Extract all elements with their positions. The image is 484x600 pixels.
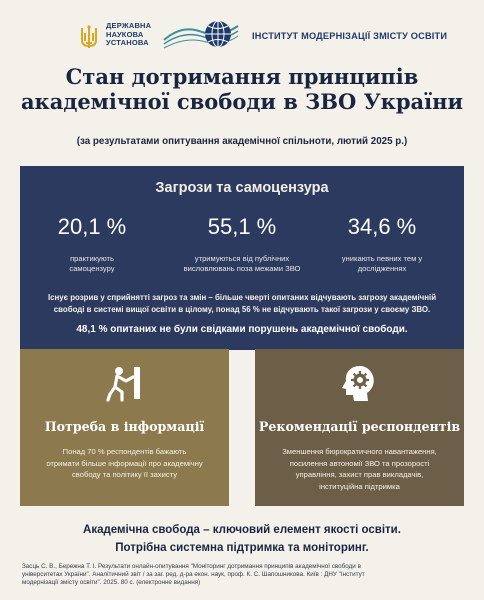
stat-caption: практикують самоцензуру [22,254,162,274]
threats-panel: Загрози та самоцензура 20,1 % практикуют… [20,166,464,350]
header: ДЕРЖАВНА НАУКОВА УСТАНОВА ІНСТИТУТ МОДЕР… [0,0,484,62]
citation-line: модернізації змісту освіти". 2025. 80 с.… [22,579,201,586]
threats-title: Загрози та самоцензура [155,180,329,196]
stat-value: 55,1 % [207,214,277,239]
card-title: Рекомендації респондентів [258,419,461,434]
caption-line: дослідженнях [357,264,407,273]
imzo-globe-logo-icon [163,20,239,49]
source-citation: Засць С. В., Бережна Т. І. Результати он… [22,563,462,587]
citation-line: Засць С. В., Бережна Т. І. Результати он… [22,563,361,570]
trident-icon [81,25,97,48]
institute-name: ІНСТИТУТ МОДЕРНІЗАЦІЇ ЗМІСТУ ОСВІТИ [252,31,448,41]
threats-note-witness: 48,1 % опитаних не були свідками порушен… [76,324,408,335]
card-text-line: Зменшення бюрократичного навантаження, [282,447,437,456]
title-line: Стан дотримання принципів [65,64,419,89]
caption-line: уникають певних тем у [341,254,423,263]
stat-self-censorship: 20,1 % практикують самоцензуру [22,214,162,274]
stat-public-silence: 55,1 % утримуються від публічних висловл… [172,214,312,274]
conclusion-line: Потрібна системна підтримка та моніторин… [115,542,369,554]
caption-line: самоцензуру [69,264,115,273]
conclusion: Академічна свобода – ключовий елемент як… [0,521,484,557]
card-title: Потреба в інформації [44,419,205,434]
card-text-line: Понад 70 % респондентів бажають [62,447,187,456]
ds-line: НАУКОВА [106,29,144,39]
threats-note: Існує розрив у сприйнятті загроз та змін… [36,292,448,315]
conclusion-line: Академічна свобода – ключовий елемент як… [83,524,401,536]
ds-line: УСТАНОВА [106,38,149,47]
caption-line: утримуються від публічних [194,254,290,263]
card-text: Понад 70 % респондентів бажають отримати… [30,446,219,481]
card-text-line: посилення автономії ЗВО та прозорості [289,458,430,468]
note-line: свободі в системі вищої освіти в цілому,… [53,304,431,314]
stat-caption: уникають певних тем у дослідженнях [312,254,452,274]
card-text: Зменшення бюрократичного навантаження, п… [265,446,454,492]
note-line: Існує розрив у сприйнятті загроз та змін… [47,293,437,302]
person-pushing-wall-icon [106,367,140,402]
recommendations-card: Рекомендації респондентів Зменшення бюро… [255,349,464,506]
stat-value: 20,1 % [57,214,127,239]
page-title: Стан дотримання принципів академічної св… [0,64,484,114]
stat-value: 34,6 % [347,214,417,239]
ds-line: ДЕРЖАВНА [106,21,152,30]
stat-caption: утримуються від публічних висловлювань п… [172,254,312,274]
head-gear-icon [342,366,374,401]
subtitle: (за результатами опитування академічної … [76,136,408,147]
title-line: академічної свободи в ЗВО України [20,89,464,114]
ds-label: ДЕРЖАВНА НАУКОВА УСТАНОВА [106,21,152,48]
citation-line: університетах України". Аналітичний звіт… [22,571,365,578]
stat-topic-avoidance: 34,6 % уникають певних тем у дослідження… [312,214,452,274]
card-text-line: управління, захист прав викладачів, [295,470,424,479]
info-need-card: Потреба в інформації Понад 70 % респонде… [20,349,229,506]
card-text-line: отримати більше інформації про академічн… [46,458,203,468]
card-text-line: свободу та політику її захисту [72,470,177,479]
caption-line: практикують [70,254,114,263]
card-text-line: інституційна підтримка [319,481,400,491]
caption-line: висловлювань поза межами ЗВО [183,264,301,273]
